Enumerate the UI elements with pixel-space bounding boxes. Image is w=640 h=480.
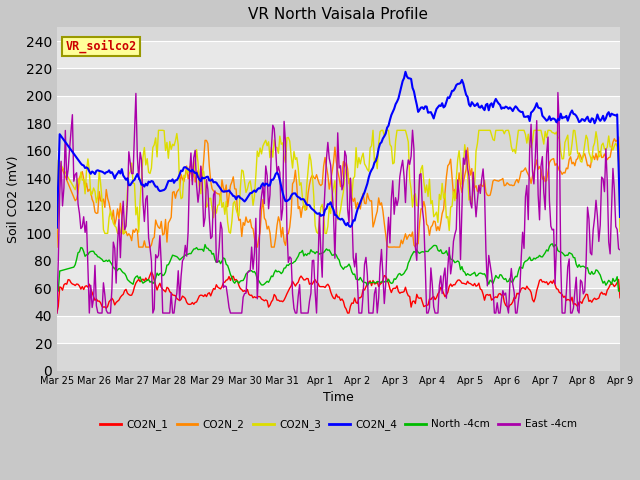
Bar (57, 41, 620, 69)
X-axis label: Time: Time (323, 391, 354, 404)
Legend: CO2N_1, CO2N_2, CO2N_3, CO2N_4, North -4cm, East -4cm: CO2N_1, CO2N_2, CO2N_3, CO2N_4, North -4… (96, 415, 580, 434)
Bar (57, 233, 620, 261)
Bar (57, 123, 620, 151)
Title: VR North Vaisala Profile: VR North Vaisala Profile (248, 7, 428, 22)
Text: VR_soilco2: VR_soilco2 (65, 39, 136, 53)
Bar (57, 261, 620, 288)
Bar (57, 151, 620, 179)
Bar (57, 343, 620, 371)
Bar (57, 179, 620, 206)
Bar (57, 316, 620, 343)
Bar (57, 69, 620, 96)
Bar (57, 206, 620, 233)
Y-axis label: Soil CO2 (mV): Soil CO2 (mV) (7, 155, 20, 243)
Bar (57, 288, 620, 316)
Bar (57, 96, 620, 123)
